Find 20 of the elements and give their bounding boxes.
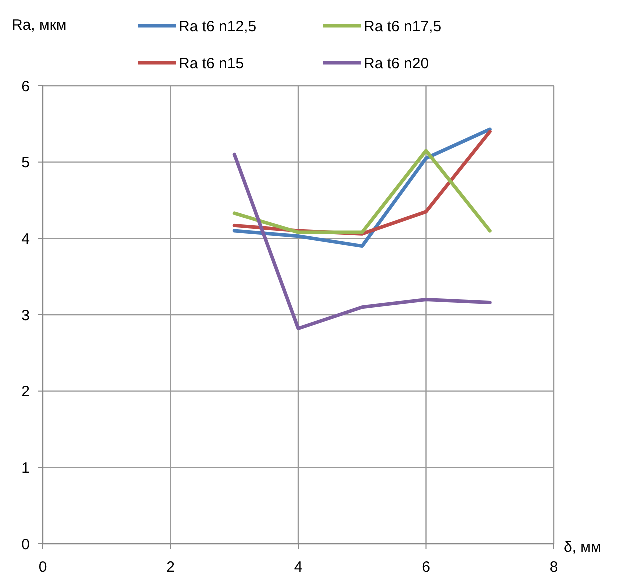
y-tick-label: 6 <box>22 78 30 96</box>
y-tick-label: 5 <box>22 154 30 172</box>
x-tick-label: 0 <box>38 559 48 576</box>
y-tick-label: 2 <box>22 384 30 401</box>
legend-label: Ra t6 n12,5 <box>179 18 257 36</box>
y-axis-title: Ra, мкм <box>12 17 67 34</box>
x-tick-label: 8 <box>550 559 558 576</box>
legend-label: Ra t6 n17,5 <box>364 18 442 36</box>
legend-label: Ra t6 n20 <box>364 55 430 72</box>
y-tick-label: 3 <box>22 307 30 324</box>
legend-label: Ra t6 n15 <box>179 55 244 72</box>
x-axis-title: δ, мм <box>564 539 602 556</box>
line-series <box>232 152 492 330</box>
y-tick-label: 0 <box>22 536 30 554</box>
y-tick-label: 4 <box>22 230 30 248</box>
x-tick-label: 6 <box>422 559 430 576</box>
line-series <box>232 149 492 234</box>
x-tick-label: 2 <box>166 559 175 576</box>
x-tick-label: 4 <box>294 559 303 576</box>
y-tick-label: 1 <box>22 460 30 477</box>
